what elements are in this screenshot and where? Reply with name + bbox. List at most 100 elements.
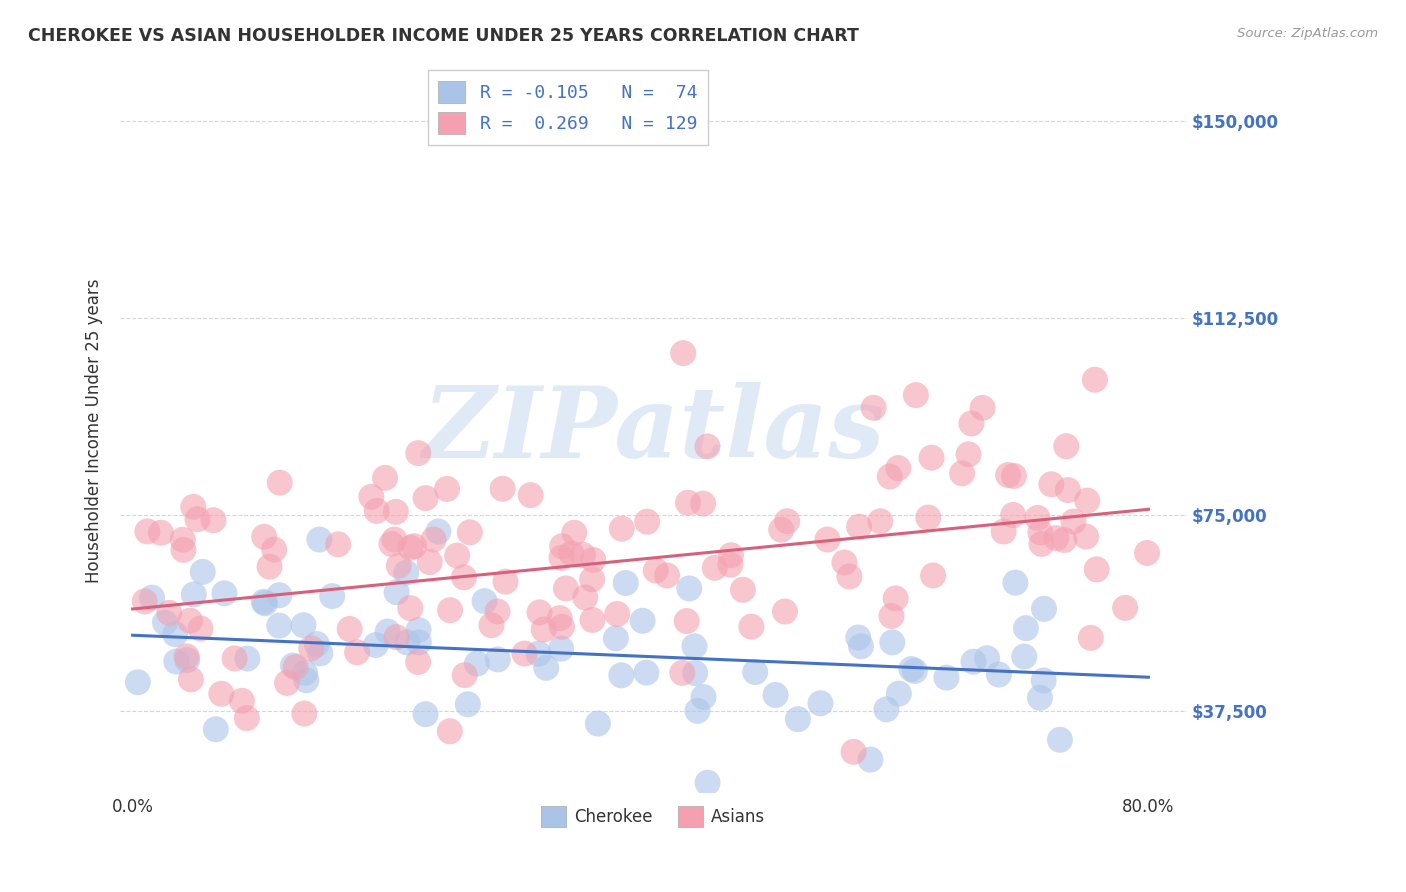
Point xyxy=(495,574,517,589)
Point xyxy=(887,687,910,701)
Point xyxy=(305,637,328,651)
Point xyxy=(406,655,429,669)
Point xyxy=(406,446,429,460)
Point xyxy=(1026,511,1049,525)
Point xyxy=(644,564,666,578)
Point xyxy=(606,607,628,621)
Point xyxy=(572,548,595,562)
Point xyxy=(879,469,901,483)
Point xyxy=(962,655,984,669)
Point xyxy=(176,653,198,667)
Point xyxy=(439,724,461,739)
Point xyxy=(904,664,927,678)
Point xyxy=(838,569,860,583)
Point xyxy=(1054,439,1077,453)
Point xyxy=(281,658,304,673)
Point xyxy=(1074,530,1097,544)
Point xyxy=(465,657,488,671)
Point xyxy=(172,542,194,557)
Point xyxy=(720,558,742,572)
Point xyxy=(183,588,205,602)
Point xyxy=(848,519,870,533)
Point xyxy=(696,775,718,789)
Point xyxy=(253,595,276,609)
Point xyxy=(284,660,307,674)
Point xyxy=(364,638,387,652)
Legend: Cherokee, Asians: Cherokee, Asians xyxy=(533,798,773,835)
Point xyxy=(399,601,422,615)
Point xyxy=(631,614,654,628)
Point xyxy=(550,550,572,565)
Point xyxy=(1045,531,1067,545)
Point xyxy=(550,641,572,656)
Point xyxy=(957,447,980,461)
Point xyxy=(696,439,718,453)
Point xyxy=(987,667,1010,681)
Point xyxy=(610,522,633,536)
Point xyxy=(678,582,700,596)
Point xyxy=(321,589,343,603)
Point xyxy=(529,605,551,619)
Point xyxy=(551,539,574,553)
Point xyxy=(862,401,884,415)
Text: ZIPatlas: ZIPatlas xyxy=(422,383,884,479)
Point xyxy=(765,688,787,702)
Point xyxy=(842,745,865,759)
Point xyxy=(683,640,706,654)
Point xyxy=(776,514,799,528)
Point xyxy=(253,530,276,544)
Point xyxy=(458,525,481,540)
Point xyxy=(399,541,422,555)
Point xyxy=(834,556,856,570)
Point xyxy=(295,673,318,688)
Point xyxy=(513,647,536,661)
Point xyxy=(309,646,332,660)
Point xyxy=(224,651,246,665)
Point xyxy=(236,711,259,725)
Point xyxy=(1076,493,1098,508)
Point xyxy=(770,523,793,537)
Point xyxy=(900,662,922,676)
Point xyxy=(385,585,408,599)
Point xyxy=(388,558,411,573)
Point xyxy=(1031,537,1053,551)
Point xyxy=(887,461,910,475)
Point xyxy=(204,723,226,737)
Point xyxy=(328,537,350,551)
Point xyxy=(692,690,714,704)
Point xyxy=(491,482,513,496)
Point xyxy=(263,542,285,557)
Point xyxy=(1002,508,1025,522)
Point xyxy=(976,651,998,665)
Point xyxy=(183,500,205,514)
Point xyxy=(149,525,172,540)
Point xyxy=(179,614,201,628)
Point xyxy=(859,753,882,767)
Point xyxy=(453,570,475,584)
Point xyxy=(1049,732,1071,747)
Point xyxy=(457,698,479,712)
Point xyxy=(1015,621,1038,635)
Point xyxy=(1029,525,1052,540)
Point xyxy=(533,623,555,637)
Point xyxy=(292,706,315,721)
Point xyxy=(308,533,330,547)
Point xyxy=(922,568,945,582)
Point xyxy=(997,468,1019,483)
Point xyxy=(683,666,706,681)
Point xyxy=(180,673,202,687)
Point xyxy=(846,631,869,645)
Point xyxy=(209,687,232,701)
Point xyxy=(269,618,291,632)
Point xyxy=(1029,690,1052,705)
Point xyxy=(481,618,503,632)
Point xyxy=(574,591,596,605)
Point xyxy=(395,566,418,580)
Point xyxy=(950,467,973,481)
Point xyxy=(439,603,461,617)
Point xyxy=(153,615,176,630)
Point xyxy=(360,490,382,504)
Point xyxy=(935,671,957,685)
Point xyxy=(436,482,458,496)
Text: Source: ZipAtlas.com: Source: ZipAtlas.com xyxy=(1237,27,1378,40)
